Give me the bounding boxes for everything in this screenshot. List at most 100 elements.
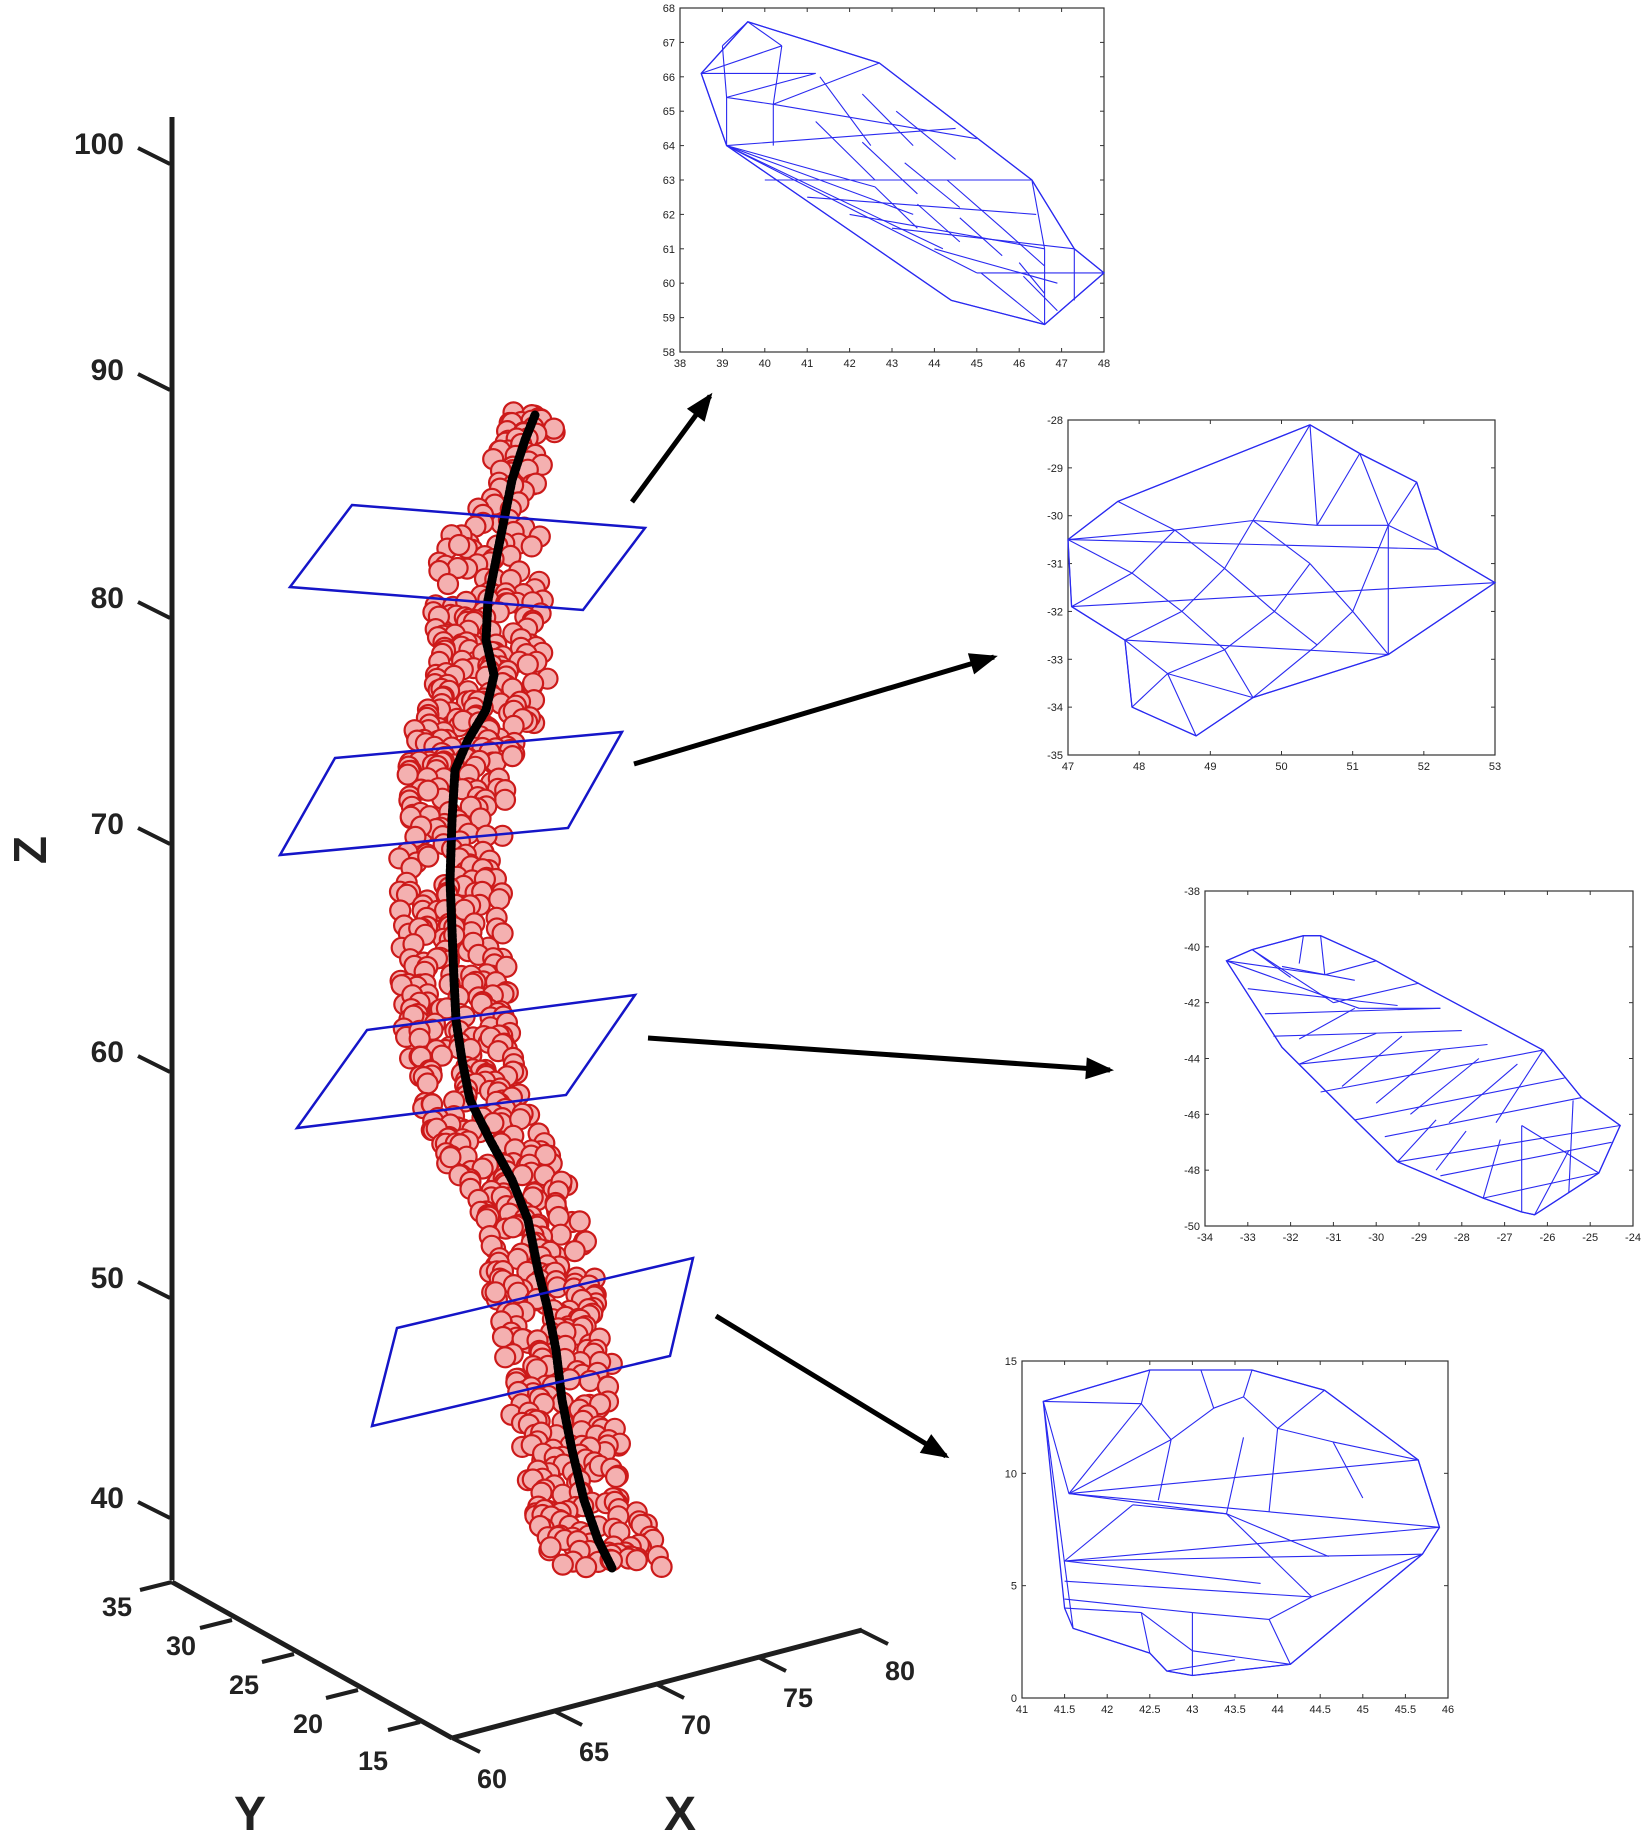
mesh-edge <box>1341 1035 1403 1087</box>
mesh-edge <box>1268 1619 1291 1665</box>
mesh-edge <box>1521 1125 1600 1174</box>
inset-y-tick-label: -40 <box>1184 942 1200 954</box>
mesh-edge <box>1071 582 1496 608</box>
mesh-edge <box>1268 1428 1279 1512</box>
inset-x-tick-label: 44 <box>1271 1704 1283 1716</box>
mesh-edge <box>1354 1077 1565 1121</box>
mesh-edge <box>1252 519 1318 526</box>
x-tick-mark <box>655 1682 685 1700</box>
mesh-edge <box>1068 1403 1142 1494</box>
mesh-edge <box>1068 1459 1419 1495</box>
mesh-edge <box>819 76 872 146</box>
y-tick-label: 20 <box>293 1709 323 1739</box>
mesh-edge <box>1167 673 1197 737</box>
mesh-edge <box>747 21 783 47</box>
inset-y-tick-label: -50 <box>1184 1221 1200 1233</box>
mesh-edge <box>1332 1441 1364 1499</box>
mesh-edge <box>1252 424 1311 521</box>
mesh-edge <box>1068 1493 1227 1515</box>
mesh-edge <box>1031 179 1046 249</box>
mesh-edge <box>1140 1612 1151 1654</box>
mesh-edge <box>1226 1513 1313 1598</box>
mesh-edge <box>1157 1439 1172 1501</box>
cloud-point <box>501 1216 524 1239</box>
mesh-edge <box>1042 1401 1074 1629</box>
cloud-point <box>416 1072 439 1095</box>
mesh-edge <box>1167 673 1254 699</box>
mesh-edge <box>1495 1049 1544 1123</box>
y-tick-mark <box>139 1580 173 1592</box>
mesh-edge <box>1067 529 1175 541</box>
cloud-point <box>493 788 517 811</box>
inset-x-tick-label: 52 <box>1418 761 1430 773</box>
y-tick-label: 25 <box>229 1670 259 1700</box>
cloud-point <box>568 1210 591 1233</box>
x-tick-mark <box>859 1628 889 1646</box>
z-tick-label: 90 <box>91 354 124 387</box>
mesh-edge <box>1320 1049 1544 1093</box>
inset-x-tick-label: 39 <box>716 358 728 370</box>
mesh-edge <box>1534 1150 1570 1216</box>
inset-y-tick-label: 64 <box>663 141 675 153</box>
y-tick-mark <box>261 1652 295 1664</box>
callout-arrow-head <box>967 653 998 675</box>
x-tick-mark <box>757 1655 787 1673</box>
inset-x-tick-label: 48 <box>1098 358 1110 370</box>
mesh-edge <box>861 141 918 195</box>
mesh-edge <box>1071 572 1133 608</box>
mesh-inset-4: 41 41.5 42 42.5 43 43.5 44 44.5 45 45.5 46 0 5 10 15 <box>1005 1356 1454 1716</box>
triangulation-mesh <box>1225 935 1622 1216</box>
mesh-inset-1: 38 39 40 41 42 43 44 45 46 47 48 58 59 60 61 62 63 64 65 66… <box>663 3 1110 370</box>
cloud-point <box>396 763 419 786</box>
mesh-boundary <box>700 21 1106 326</box>
inset-x-tick-label: 43.5 <box>1224 1704 1245 1716</box>
mesh-edge <box>726 145 914 215</box>
inset-y-tick-label: 5 <box>1011 1581 1017 1593</box>
mesh-edge <box>1213 1396 1244 1409</box>
mesh-edge <box>1298 1007 1356 1040</box>
cloud-point <box>501 744 524 768</box>
mesh-boundary <box>1225 935 1622 1216</box>
main-3d-plot: 40 50 60 70 80 90 100 Z 35 30 25 20 15 Y 60 65 70 75 80 X <box>4 117 915 1841</box>
cloud-point <box>516 653 539 676</box>
inset-y-tick-label: 66 <box>663 72 675 84</box>
z-tick-label: 70 <box>91 808 124 841</box>
mesh-edge <box>1224 520 1254 569</box>
mesh-edge <box>773 62 880 105</box>
inset-x-tick-label: 43 <box>886 358 898 370</box>
centerline <box>445 410 617 1573</box>
mesh-edge <box>726 145 944 250</box>
inset-frame <box>1067 419 1496 756</box>
inset-x-tick-label: 49 <box>1204 761 1216 773</box>
mesh-edge <box>1068 1439 1172 1495</box>
mesh-edge <box>934 248 1058 284</box>
mesh-edge <box>1332 1441 1419 1461</box>
inset-x-tick-label: -29 <box>1411 1232 1427 1244</box>
cloud-point <box>436 572 460 596</box>
y-tick-label: 35 <box>102 1592 132 1622</box>
mesh-edge <box>1277 1389 1325 1429</box>
mesh-edge <box>1224 649 1254 698</box>
x-tick-mark <box>451 1736 481 1754</box>
mesh-edge <box>1140 1403 1172 1440</box>
mesh-edge <box>1252 520 1311 565</box>
y-axis-line <box>170 1579 454 1741</box>
mesh-edge <box>1298 935 1304 964</box>
mesh-edge <box>1064 1607 1142 1614</box>
inset-y-tick-label: -38 <box>1184 886 1200 898</box>
z-tick-mark <box>137 372 171 392</box>
mesh-edge <box>1311 1553 1423 1598</box>
mesh-boundary <box>1067 424 1497 737</box>
inset-y-tick-label: 0 <box>1011 1693 1017 1705</box>
z-tick-mark <box>137 1054 171 1074</box>
mesh-edge <box>1226 960 1360 1009</box>
mesh-edge <box>1226 1513 1329 1558</box>
mesh-edge <box>895 110 956 160</box>
mesh-edge <box>1568 1100 1574 1193</box>
mesh-edge <box>1064 1504 1134 1562</box>
mesh-edge <box>1242 1369 1253 1398</box>
callout-arrow-head <box>686 392 713 422</box>
mesh-edge <box>980 272 1045 325</box>
mesh-edge <box>959 217 1003 257</box>
